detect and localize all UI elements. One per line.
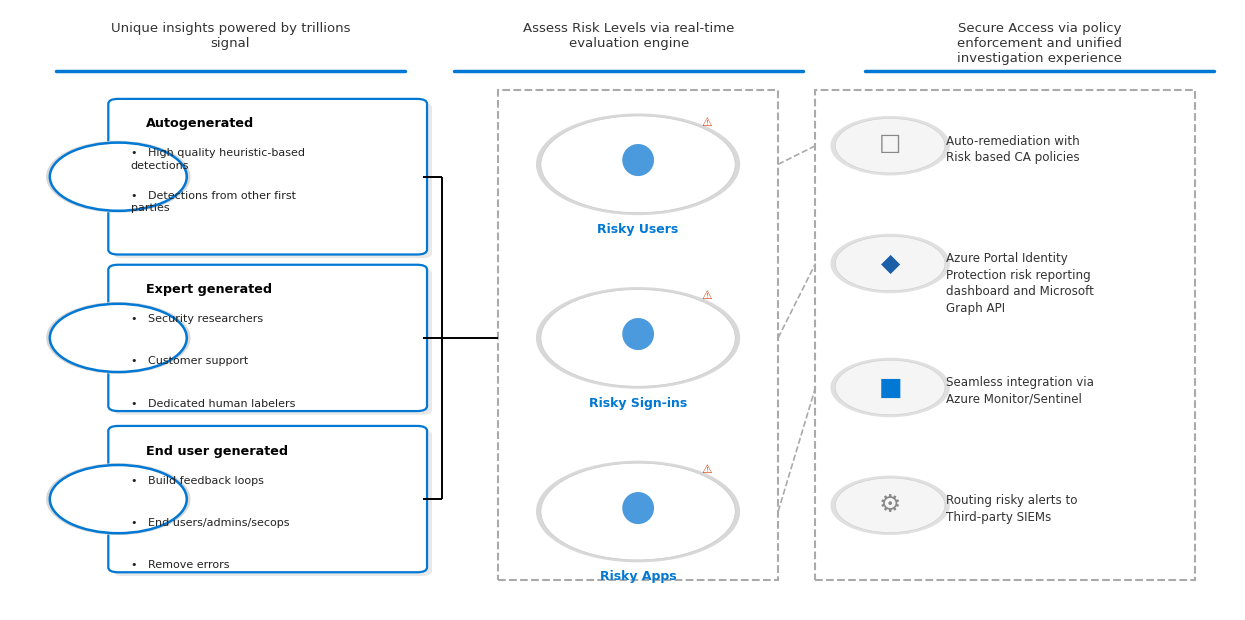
Text: Secure Access via policy
enforcement and unified
investigation experience: Secure Access via policy enforcement and… — [957, 22, 1122, 64]
Text: ●: ● — [620, 312, 656, 354]
Text: Unique insights powered by trillions
signal: Unique insights powered by trillions sig… — [111, 22, 350, 50]
Circle shape — [830, 358, 950, 417]
Circle shape — [535, 113, 740, 215]
Circle shape — [535, 461, 740, 562]
Text: Seamless integration via
Azure Monitor/Sentinel: Seamless integration via Azure Monitor/S… — [946, 376, 1094, 406]
Circle shape — [50, 304, 187, 372]
Circle shape — [830, 234, 950, 293]
Circle shape — [50, 465, 187, 533]
Text: ■: ■ — [879, 376, 901, 399]
Text: Auto-remediation with
Risk based CA policies: Auto-remediation with Risk based CA poli… — [946, 135, 1079, 164]
Text: •   Build feedback loops: • Build feedback loops — [131, 476, 264, 485]
Text: •   Dedicated human labelers: • Dedicated human labelers — [131, 399, 295, 409]
Text: •   Security researchers: • Security researchers — [131, 314, 263, 324]
FancyBboxPatch shape — [108, 426, 427, 572]
Text: •   Remove errors: • Remove errors — [131, 560, 229, 570]
Circle shape — [46, 302, 190, 374]
Circle shape — [835, 360, 945, 415]
Text: •   High quality heuristic-based
detections: • High quality heuristic-based detection… — [131, 148, 305, 171]
FancyBboxPatch shape — [108, 265, 427, 411]
Text: Assess Risk Levels via real-time
evaluation engine: Assess Risk Levels via real-time evaluat… — [523, 22, 735, 50]
Text: Autogenerated: Autogenerated — [146, 118, 254, 130]
Circle shape — [835, 236, 945, 291]
FancyBboxPatch shape — [108, 99, 427, 255]
Circle shape — [46, 463, 190, 535]
Text: Expert generated: Expert generated — [146, 283, 271, 296]
Text: End user generated: End user generated — [146, 445, 288, 458]
Text: ◆: ◆ — [880, 252, 900, 275]
Text: •   Detections from other first
parties: • Detections from other first parties — [131, 190, 296, 213]
Text: ⚠: ⚠ — [701, 290, 712, 302]
FancyBboxPatch shape — [113, 430, 432, 576]
Text: Routing risky alerts to
Third-party SIEMs: Routing risky alerts to Third-party SIEM… — [946, 494, 1078, 524]
Circle shape — [830, 116, 950, 175]
Circle shape — [835, 478, 945, 533]
FancyBboxPatch shape — [113, 268, 432, 415]
Circle shape — [540, 463, 735, 560]
Text: ⚠: ⚠ — [701, 463, 712, 476]
Text: Risky Sign-ins: Risky Sign-ins — [589, 397, 687, 410]
FancyBboxPatch shape — [498, 90, 778, 580]
Text: •   End users/admins/secops: • End users/admins/secops — [131, 518, 289, 528]
Circle shape — [540, 290, 735, 386]
Text: ●: ● — [620, 485, 656, 528]
Circle shape — [540, 116, 735, 213]
Text: Risky Users: Risky Users — [598, 223, 679, 236]
Circle shape — [50, 143, 187, 211]
Text: Risky Apps: Risky Apps — [600, 570, 676, 583]
Text: ⚙: ⚙ — [879, 494, 901, 517]
Circle shape — [830, 476, 950, 535]
FancyBboxPatch shape — [815, 90, 1195, 580]
FancyBboxPatch shape — [113, 102, 432, 259]
Text: ☐: ☐ — [879, 134, 901, 157]
Circle shape — [46, 141, 190, 213]
Text: •   Customer support: • Customer support — [131, 356, 248, 366]
Text: Azure Portal Identity
Protection risk reporting
dashboard and Microsoft
Graph AP: Azure Portal Identity Protection risk re… — [946, 252, 1094, 315]
Text: ●: ● — [620, 138, 656, 180]
Text: ⚠: ⚠ — [701, 116, 712, 128]
Circle shape — [535, 287, 740, 389]
Circle shape — [835, 118, 945, 173]
